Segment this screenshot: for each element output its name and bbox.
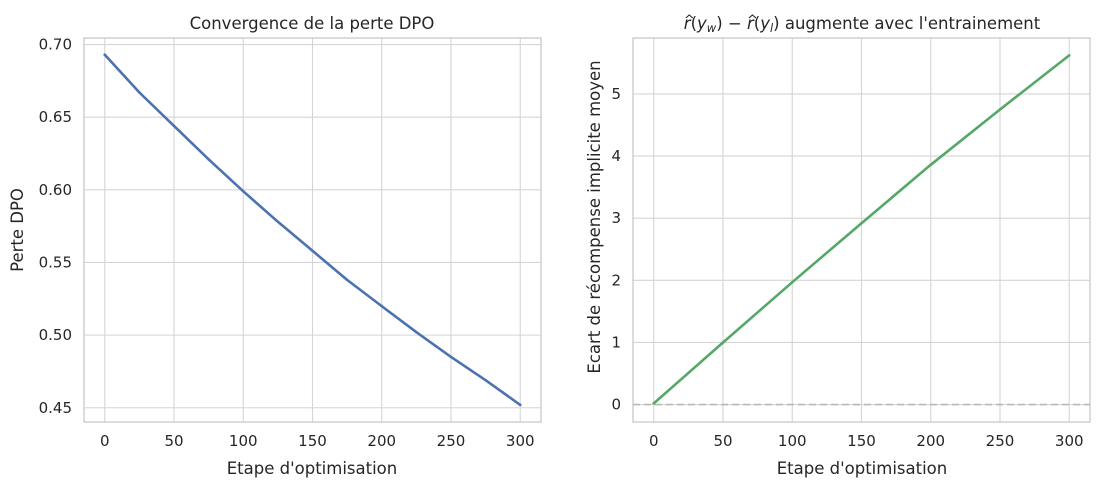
data-point [207,158,210,161]
loss-ytick-label: 0.70 [39,36,72,54]
reward-gap-xtick-label: 50 [713,432,732,450]
reward-gap-xtick-label: 200 [916,432,945,450]
hat-accent [685,14,694,19]
reward-gap-xtick-label: 0 [649,432,659,450]
loss-chart-ylabel: Perte DPO [8,188,27,272]
data-point [484,378,487,382]
reward-gap-chart-xlabel: Etape d'optimisation [777,459,947,478]
data-point [929,163,933,167]
data-point [138,91,141,94]
data-point [241,189,245,193]
reward-gap-chart-ylabel: Ecart de récompense implicite moyen [585,60,604,373]
data-point [276,220,280,224]
hat-accent [748,14,757,19]
data-point [380,304,384,308]
data-point [449,355,453,359]
reward-gap-ytick-label: 0 [611,396,621,414]
loss-chart-title: Convergence de la perte DPO [190,14,435,33]
loss-xtick-label: 200 [367,432,396,450]
reward-gap-chart: 0 50 100 150 200 250 300 0 1 2 3 4 5 r(y… [585,14,1091,478]
reward-gap-ytick-label: 3 [611,209,621,227]
data-point [415,330,418,334]
data-point [790,280,794,284]
loss-chart-grid [84,38,541,422]
reward-gap-chart-title: r(yw) − r(yl) augmente avec l'entraineme… [684,14,1041,35]
loss-xtick-label: 50 [164,432,183,450]
reward-gap-chart-grid [633,38,1090,422]
loss-chart-xlabel: Etape d'optimisation [227,459,397,478]
loss-ytick-label: 0.60 [39,181,72,199]
loss-ytick-label: 0.55 [39,253,72,271]
reward-gap-ytick-label: 4 [611,147,621,165]
loss-chart: 0 50 100 150 200 250 300 0.45 0.50 0.55 … [8,14,542,478]
title-hat-accents [685,14,757,19]
data-point [518,403,522,407]
loss-xtick-label: 0 [100,432,110,450]
loss-series-points [103,53,522,407]
data-point [311,249,314,253]
data-point [721,341,725,344]
loss-ytick-label: 0.45 [39,399,72,417]
reward-gap-ytick-label: 2 [611,271,621,289]
reward-gap-xtick-label: 250 [986,432,1015,450]
reward-gap-xtick-label: 300 [1055,432,1084,450]
loss-xtick-label: 250 [437,432,466,450]
data-point [652,402,656,405]
reward-gap-chart-frame [632,37,1091,423]
reward-gap-xtick-label: 100 [778,432,807,450]
loss-ytick-label: 0.50 [39,326,72,344]
data-point [172,124,176,128]
reward-gap-ytick-label: 1 [611,333,621,351]
loss-xtick-label: 100 [229,432,258,450]
loss-xtick-label: 300 [506,432,535,450]
reward-gap-xtick-label: 150 [847,432,876,450]
data-point [1067,54,1071,57]
loss-xtick-label: 150 [298,432,327,450]
loss-ytick-label: 0.65 [39,108,72,126]
data-point [998,108,1002,111]
data-point [345,278,349,282]
reward-gap-series-points [652,54,1071,405]
loss-chart-frame [83,37,542,423]
reward-gap-ytick-label: 5 [611,85,621,103]
data-point [103,53,107,57]
data-point [860,221,863,225]
